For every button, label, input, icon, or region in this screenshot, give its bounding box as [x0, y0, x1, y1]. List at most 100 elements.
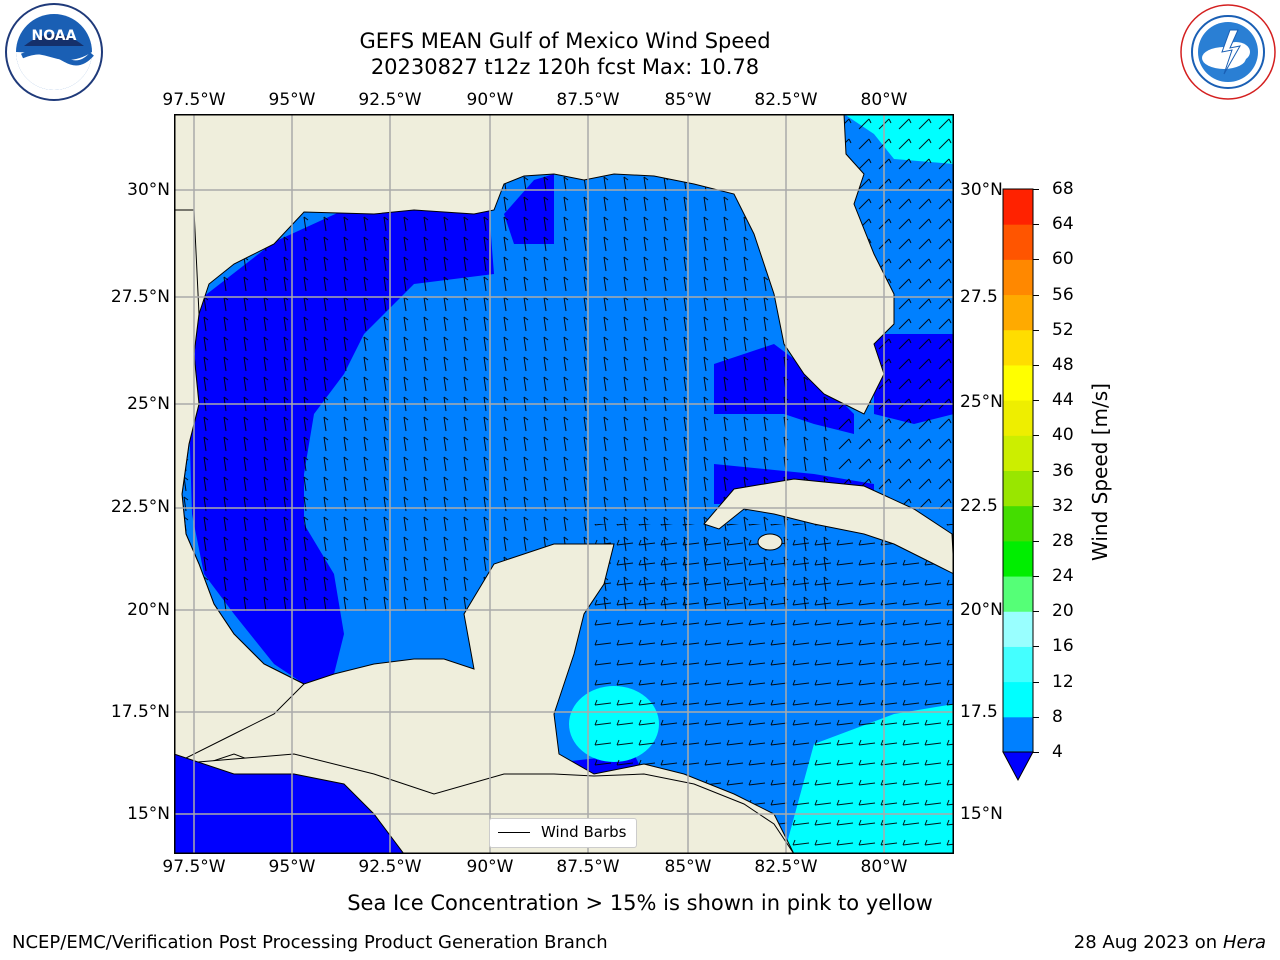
colorbar-tick-mark: [1033, 435, 1039, 437]
lon-tick-bottom: 92.5°W: [358, 857, 422, 877]
lon-tick-bottom: 97.5°W: [162, 857, 226, 877]
colorbar-band: [1003, 400, 1033, 436]
colorbar-tick-label: 52: [1052, 319, 1074, 340]
colorbar-tick-label: 44: [1052, 390, 1074, 411]
noaa-logo-icon: NOAA: [5, 3, 103, 101]
footer-credit: NCEP/EMC/Verification Post Processing Pr…: [12, 932, 608, 953]
lat-tick-right: 30°N: [960, 180, 1003, 200]
lon-tick-bottom: 90°W: [466, 857, 514, 877]
chart-title-line1: GEFS MEAN Gulf of Mexico Wind Speed: [359, 29, 771, 53]
lat-tick-left: 22.5°N: [110, 497, 170, 517]
colorbar: [1002, 188, 1034, 782]
lon-tick-bottom: 80°W: [860, 857, 908, 877]
colorbar-tick-mark: [1033, 611, 1039, 613]
lat-tick-right: 27.5: [960, 287, 998, 307]
colorbar-band: [1003, 540, 1033, 577]
colorbar-tick-label: 36: [1052, 460, 1074, 481]
lat-tick-right: 25°N: [960, 392, 1003, 412]
lon-tick-top: 92.5°W: [358, 90, 422, 110]
map-legend: Wind Barbs: [489, 818, 637, 848]
colorbar-tick-label: 56: [1052, 284, 1074, 305]
colorbar-tick-label: 20: [1052, 601, 1074, 622]
noaa-center-text: NOAA: [32, 28, 77, 44]
lat-tick-right: 20°N: [960, 600, 1003, 620]
colorbar-band: [1003, 646, 1033, 683]
colorbar-band: [1003, 611, 1033, 647]
lat-tick-left: 15°N: [127, 804, 170, 824]
colorbar-tick-mark: [1033, 329, 1039, 331]
lat-tick-right: 17.5: [960, 702, 998, 722]
lon-tick-bottom: 85°W: [664, 857, 712, 877]
footer-date: 28 Aug 2023 on Hera: [1074, 932, 1266, 953]
colorbar-tick-label: 32: [1052, 495, 1074, 516]
colorbar-tick-mark: [1033, 259, 1039, 261]
colorbar-tick-mark: [1033, 681, 1039, 683]
colorbar-tick-label: 24: [1052, 566, 1074, 587]
colorbar-band: [1003, 576, 1033, 612]
lon-tick-top: 90°W: [466, 90, 514, 110]
lat-tick-left: 25°N: [127, 394, 170, 414]
colorbar-tick-mark: [1033, 470, 1039, 472]
colorbar-tick-mark: [1033, 540, 1039, 542]
nws-logo-icon: [1180, 4, 1276, 100]
colorbar-extend-triangle: [1002, 751, 1034, 782]
colorbar-tick-label: 40: [1052, 425, 1074, 446]
wind-speed-map: [174, 114, 954, 854]
lon-tick-top: 87.5°W: [556, 90, 620, 110]
colorbar-tick-mark: [1033, 716, 1039, 718]
colorbar-tick-mark: [1033, 364, 1039, 366]
colorbar-band: [1003, 716, 1033, 753]
lat-tick-right: 22.5: [960, 496, 998, 516]
lat-tick-left: 17.5°N: [110, 702, 170, 722]
chart-title-line2: 20230827 t12z 120h fcst Max: 10.78: [370, 55, 760, 79]
colorbar-label: Wind Speed [m/s]: [1088, 383, 1112, 561]
footer-date-text: 28 Aug 2023 on: [1073, 932, 1218, 953]
colorbar-tick-mark: [1033, 189, 1039, 190]
land-cuba: [703, 478, 954, 575]
colorbar-tick-mark: [1033, 752, 1039, 753]
colorbar-band: [1003, 364, 1033, 401]
lon-tick-top: 95°W: [268, 90, 316, 110]
lon-tick-top: 97.5°W: [162, 90, 226, 110]
map-frame: [174, 114, 954, 854]
lon-tick-top: 85°W: [664, 90, 712, 110]
colorbar-tick-label: 12: [1052, 671, 1074, 692]
colorbar-tick-label: 60: [1052, 249, 1074, 270]
colorbar-tick-label: 64: [1052, 214, 1074, 235]
lat-tick-left: 30°N: [127, 180, 170, 200]
lon-tick-bottom: 87.5°W: [556, 857, 620, 877]
colorbar-band: [1003, 470, 1033, 507]
colorbar-tick-mark: [1033, 224, 1039, 226]
lon-tick-bottom: 95°W: [268, 857, 316, 877]
colorbar-band: [1003, 505, 1033, 542]
land-isla-juventud: [757, 533, 783, 551]
lon-tick-top: 80°W: [860, 90, 908, 110]
colorbar-band: [1003, 681, 1033, 718]
footer-host: Hera: [1222, 932, 1266, 953]
colorbar-tick-label: 4: [1052, 742, 1063, 762]
colorbar-tick-mark: [1033, 505, 1039, 507]
colorbar-tick-label: 28: [1052, 530, 1074, 551]
colorbar-band: [1003, 435, 1033, 471]
colorbar-tick-mark: [1033, 576, 1039, 578]
graticule: [174, 114, 954, 854]
colorbar-tick-label: 68: [1052, 179, 1074, 199]
lat-tick-left: 20°N: [127, 600, 170, 620]
colorbar-band: [1003, 294, 1033, 331]
colorbar-band: [1003, 224, 1033, 260]
sea-ice-note: Sea Ice Concentration > 15% is shown in …: [347, 891, 933, 915]
colorbar-tick-mark: [1033, 294, 1039, 296]
lon-tick-top: 82.5°W: [754, 90, 818, 110]
lat-tick-left: 27.5°N: [110, 287, 170, 307]
colorbar-tick-label: 16: [1052, 636, 1074, 657]
colorbar-tick-mark: [1033, 400, 1039, 402]
colorbar-tick-mark: [1033, 646, 1039, 648]
land-mexico-south: [174, 753, 405, 854]
lon-tick-bottom: 82.5°W: [754, 857, 818, 877]
colorbar-band: [1003, 259, 1033, 296]
legend-line-icon: [498, 832, 530, 833]
legend-label: Wind Barbs: [541, 823, 627, 841]
colorbar-band: [1003, 329, 1033, 366]
colorbar-tick-label: 8: [1052, 706, 1063, 727]
land-mexico-west: [174, 209, 305, 765]
